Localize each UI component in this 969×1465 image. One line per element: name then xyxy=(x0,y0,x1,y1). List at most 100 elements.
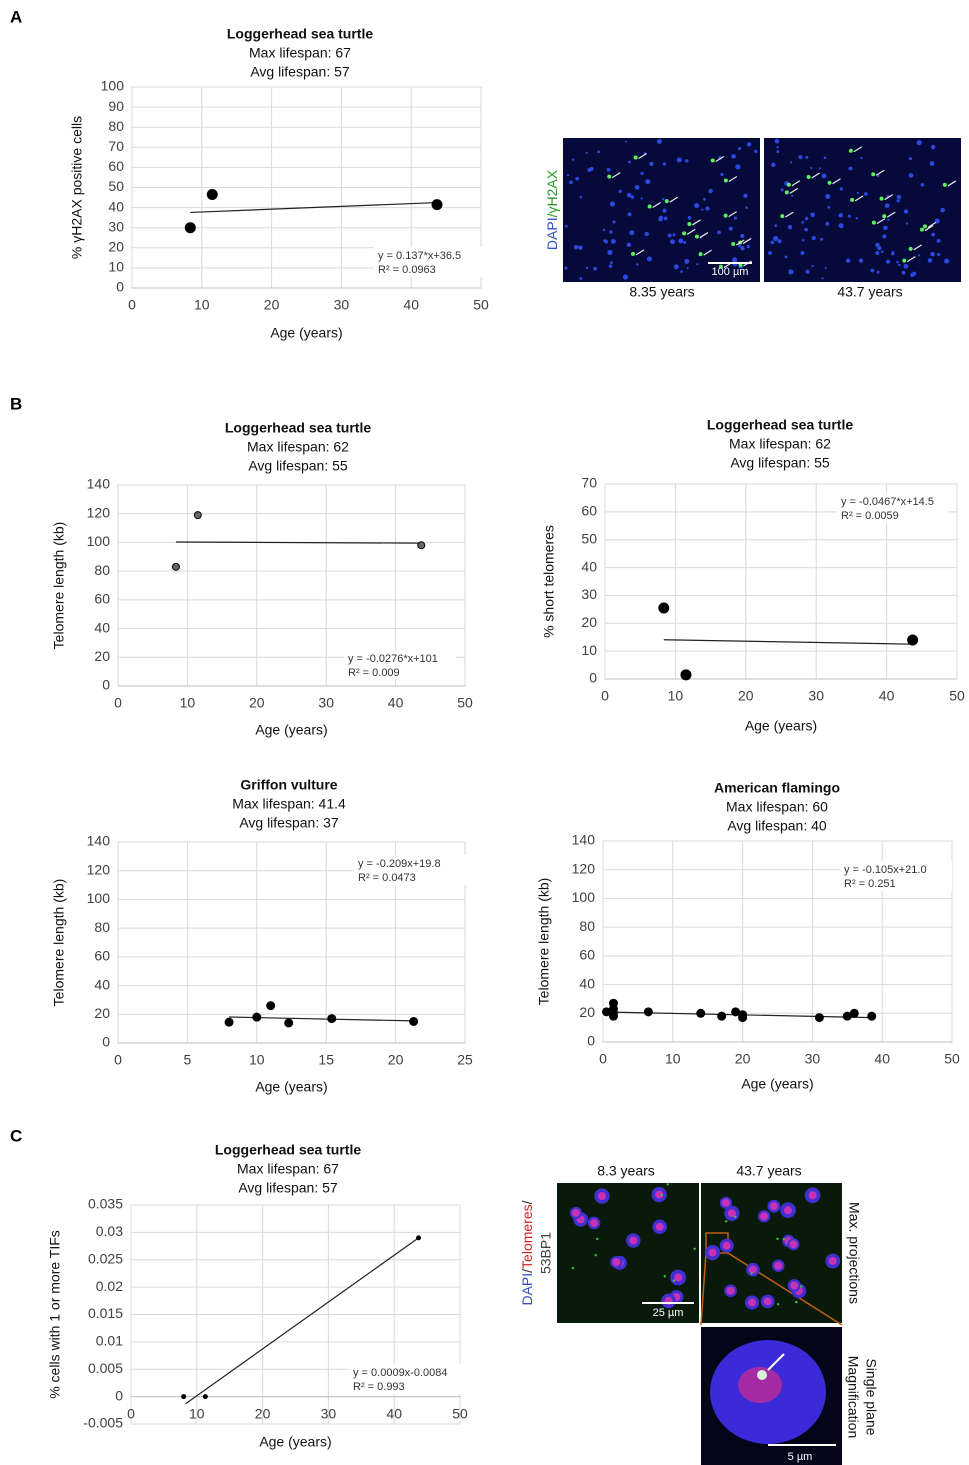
cell-dot xyxy=(634,184,640,190)
arrow xyxy=(652,201,661,208)
cell-dot xyxy=(937,252,941,256)
cell-dot xyxy=(896,194,902,200)
data-point xyxy=(266,1001,276,1011)
nucleus-detail xyxy=(571,1208,580,1217)
arrow xyxy=(884,194,893,201)
y-tick-label: 10 xyxy=(581,642,597,658)
cell-dot xyxy=(733,216,737,220)
chart-subtitle: Avg lifespan: 37 xyxy=(239,815,339,831)
trend-equation: R² = 0.0473 xyxy=(358,872,416,884)
y-tick-label: 60 xyxy=(94,591,110,607)
cell-dot xyxy=(789,161,793,164)
foci-dot xyxy=(687,221,692,226)
cell-dot xyxy=(802,239,805,242)
data-point xyxy=(206,189,218,201)
cell-dot xyxy=(571,158,575,161)
arrow xyxy=(784,211,794,218)
y-tick-label: 120 xyxy=(572,860,596,876)
cell-dot xyxy=(771,162,776,168)
cell-dot xyxy=(929,161,935,166)
x-tick-label: 40 xyxy=(386,1405,402,1421)
y-tick-label: 120 xyxy=(87,861,111,877)
cell-dot xyxy=(663,216,668,221)
x-tick-label: 30 xyxy=(321,1405,337,1421)
arrow xyxy=(947,180,957,187)
foci-dot xyxy=(800,1285,803,1288)
nucleus-detail xyxy=(590,1218,599,1227)
data-point xyxy=(409,1016,419,1026)
micrograph-group xyxy=(563,138,961,282)
data-point xyxy=(717,1011,727,1021)
cell-dot xyxy=(612,220,616,224)
arrow xyxy=(906,256,916,263)
foci-dot xyxy=(666,1183,669,1186)
trendline xyxy=(175,541,422,544)
cell-dot xyxy=(649,161,654,166)
cell-dot xyxy=(670,239,675,245)
nucleus-detail xyxy=(721,1198,730,1207)
arrow xyxy=(811,172,820,179)
x-tick-label: 5 xyxy=(184,1052,192,1068)
panel-label: A xyxy=(10,7,22,26)
chart-subtitle: Avg lifespan: 40 xyxy=(727,818,827,834)
channel-label: DAPI/Telomeres/ xyxy=(519,1200,535,1305)
scale-bar-label: 5 µm xyxy=(788,1451,813,1463)
arrow xyxy=(703,249,712,256)
y-tick-label: 20 xyxy=(581,614,597,630)
foci-dot xyxy=(672,1279,676,1282)
cell-dot xyxy=(610,239,616,244)
nucleus-detail xyxy=(727,1209,736,1218)
cell-dot xyxy=(891,251,895,256)
arrow xyxy=(791,180,801,187)
cell-dot xyxy=(662,162,666,166)
cell-dot xyxy=(930,251,935,257)
arrow xyxy=(735,239,745,246)
cell-dot xyxy=(717,230,721,235)
cell-dot xyxy=(787,224,793,230)
cell-dot xyxy=(735,164,741,170)
cell-dot xyxy=(839,187,843,191)
data-point xyxy=(224,1017,234,1027)
y-tick-label: 70 xyxy=(581,475,597,491)
cell-dot xyxy=(740,246,745,251)
y-tick-label: 20 xyxy=(108,239,124,255)
foci-dot xyxy=(882,214,887,219)
x-tick-label: 50 xyxy=(457,695,473,711)
x-tick-label: 30 xyxy=(334,297,350,313)
foci-dot xyxy=(723,213,728,218)
chart-subtitle: Max lifespan: 41.4 xyxy=(232,796,346,812)
foci-dot xyxy=(660,1193,664,1197)
foci-dot xyxy=(776,1237,779,1240)
nucleus-detail xyxy=(726,1286,735,1295)
x-tick-label: 40 xyxy=(879,688,895,704)
x-axis-label: Age (years) xyxy=(259,1434,331,1450)
cell-dot xyxy=(930,144,936,150)
foci-dot xyxy=(902,258,907,263)
cell-dot xyxy=(877,246,882,251)
cell-dot xyxy=(791,194,794,197)
cell-dot xyxy=(607,249,613,256)
cell-dot xyxy=(569,180,573,185)
cell-dot xyxy=(566,174,570,177)
chart-subtitle: Max lifespan: 62 xyxy=(729,436,831,452)
cell-dot xyxy=(798,155,803,160)
cell-dot xyxy=(777,239,782,244)
cell-dot xyxy=(823,156,827,160)
cell-dot xyxy=(773,235,779,242)
cell-dot xyxy=(848,166,853,171)
cell-dot xyxy=(883,225,888,231)
cell-dot xyxy=(920,183,925,187)
cell-dot xyxy=(684,258,690,264)
cell-dot xyxy=(825,221,830,226)
trendline xyxy=(190,201,438,214)
data-point xyxy=(814,1013,824,1023)
arrow xyxy=(832,178,841,185)
arrow xyxy=(927,221,937,228)
y-tick-label: 20 xyxy=(94,648,110,664)
cell-dot xyxy=(838,213,843,218)
arrow xyxy=(875,169,885,176)
trend-equation: R² = 0.251 xyxy=(844,878,896,890)
y-tick-label: 30 xyxy=(581,586,597,602)
trend-equation: R² = 0.0963 xyxy=(378,264,436,276)
cell-dot xyxy=(606,167,611,172)
